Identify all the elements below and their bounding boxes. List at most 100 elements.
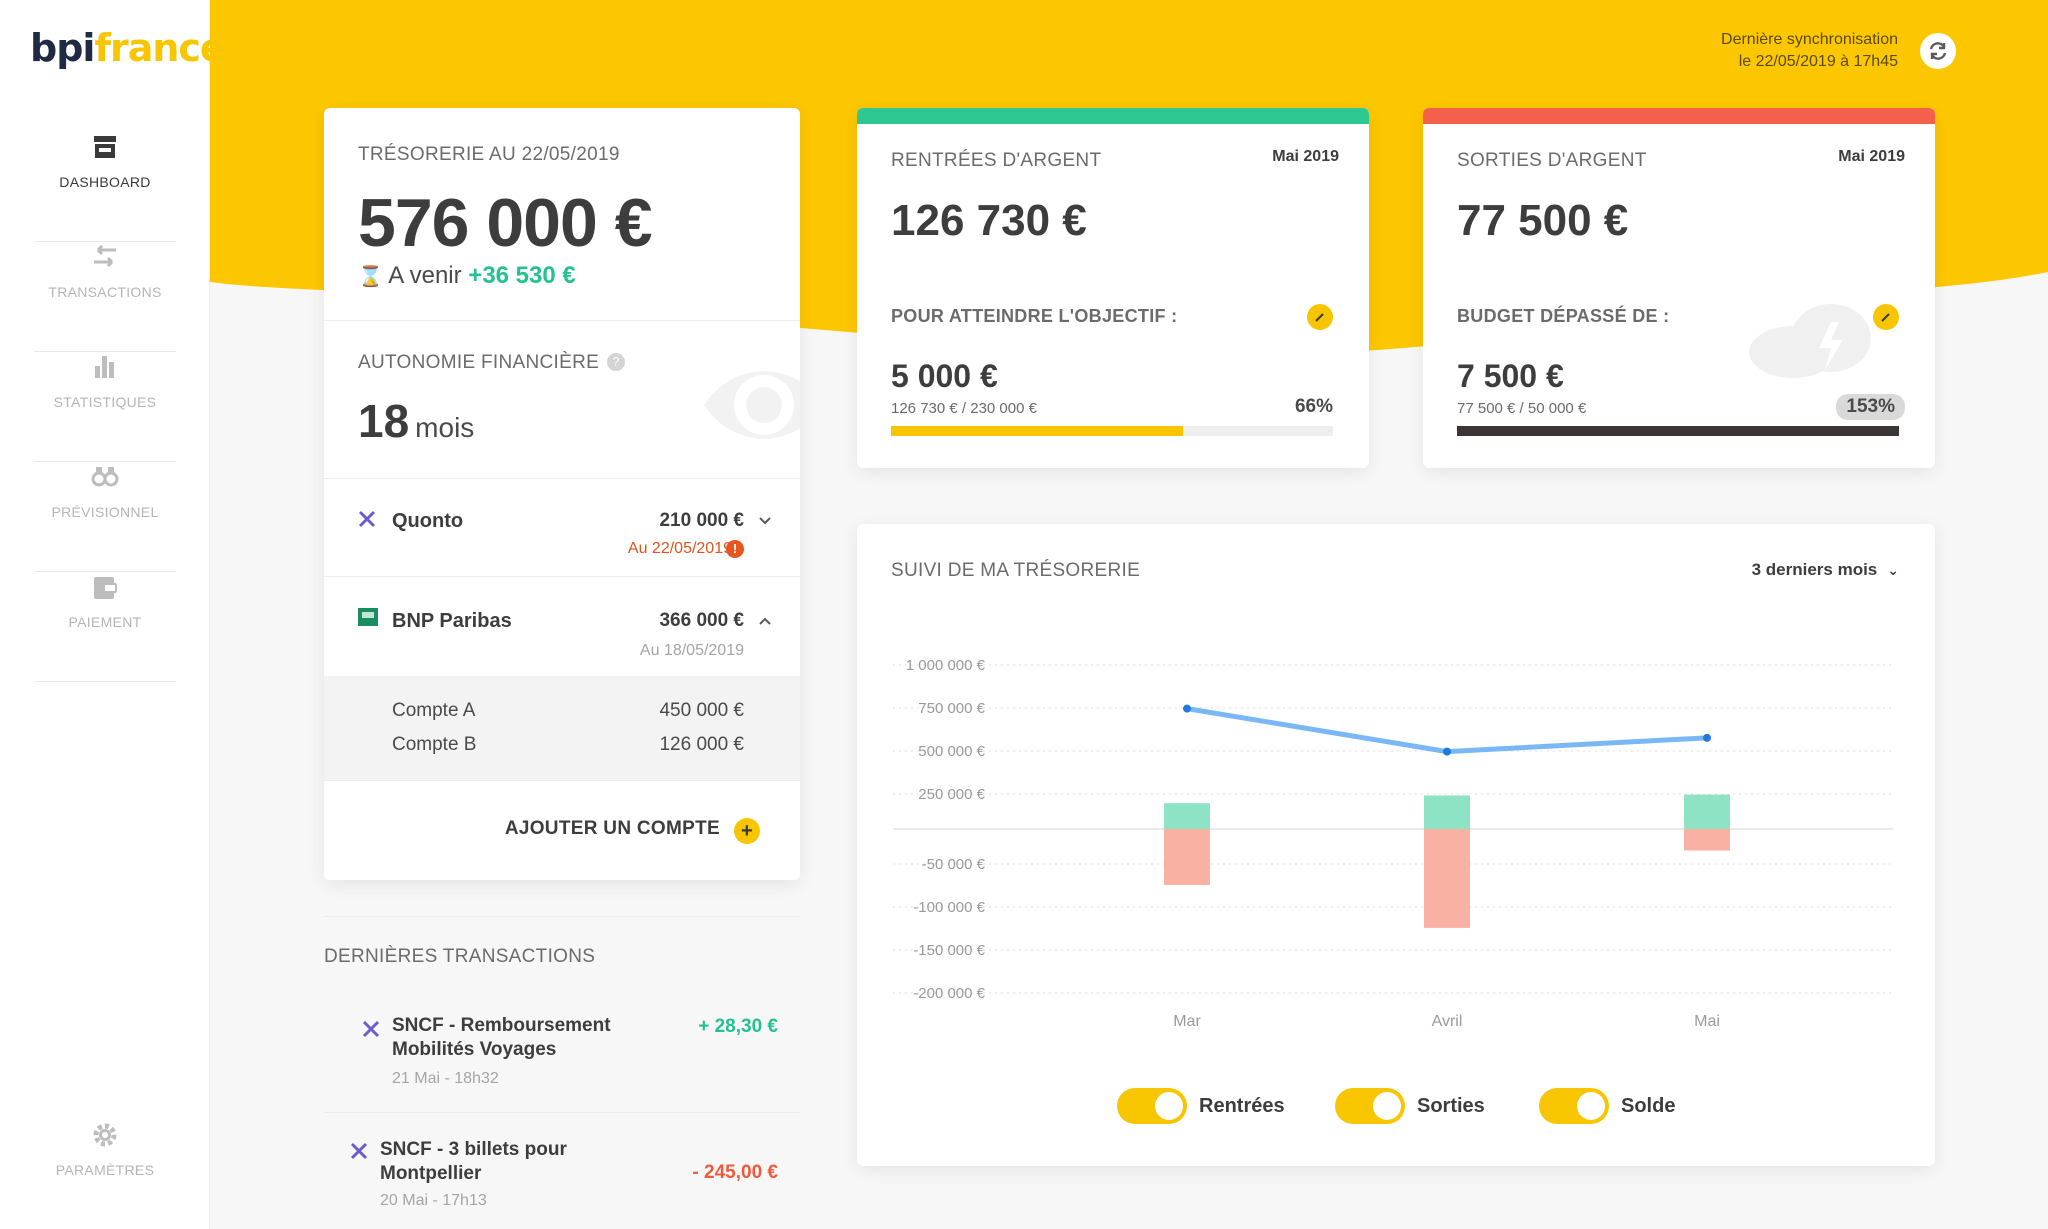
future-label: A venir	[388, 262, 462, 289]
budget-progress	[1457, 426, 1899, 436]
edit-goal-button[interactable]	[1307, 304, 1333, 330]
y-tick-label: -100 000 €	[913, 899, 985, 916]
bar-income	[1164, 803, 1210, 829]
gear-icon	[93, 1123, 117, 1147]
x-tick-label: Mar	[1173, 1013, 1201, 1030]
sub-account-row[interactable]: Compte B 126 000 €	[392, 734, 744, 756]
binoculars-icon	[91, 467, 119, 487]
balance-point	[1183, 704, 1191, 713]
settings-label: PARAMÈTRES	[55, 1162, 155, 1178]
storm-cloud-icon	[1749, 304, 1871, 378]
add-account-label: AJOUTER UN COMPTE	[504, 818, 720, 839]
sync-button[interactable]	[1920, 33, 1956, 69]
sub-account-row[interactable]: Compte A 450 000 €	[392, 700, 744, 722]
toggle-knob	[1373, 1092, 1401, 1120]
autonomy-title-text: AUTONOMIE FINANCIÈRE	[358, 352, 600, 373]
transfer-icon	[94, 244, 116, 268]
expenses-card: SORTIES D'ARGENT Mai 2019 77 500 € BUDGE…	[1423, 108, 1935, 468]
income-month: Mai 2019	[1272, 148, 1339, 165]
bar-expenses	[1684, 829, 1730, 851]
toggle-switch[interactable]	[1117, 1088, 1187, 1124]
bank-amount: 210 000 €	[659, 510, 744, 531]
goal-amount: 5 000 €	[891, 358, 998, 394]
sidebar-item-paiement[interactable]: PAIEMENT	[34, 572, 176, 682]
sync-line1: Dernière synchronisation	[1721, 31, 1898, 48]
period-select[interactable]: 3 derniers mois ⌄	[1752, 560, 1899, 580]
sidebar-item-dashboard[interactable]: DASHBOARD	[34, 132, 176, 242]
bank-name: Quonto	[392, 510, 464, 532]
bank-row-quonto[interactable]: Quonto 210 000 € Au 22/05/2019 !	[324, 478, 800, 576]
add-account-button[interactable]: AJOUTER UN COMPTE +	[505, 818, 760, 844]
expenses-month: Mai 2019	[1838, 148, 1905, 165]
y-tick-label: 1 000 000 €	[906, 657, 986, 674]
transaction-date: 21 Mai - 18h32	[392, 1070, 499, 1087]
edit-budget-button[interactable]	[1873, 304, 1899, 330]
bar-expenses	[1424, 829, 1470, 928]
sync-info: Dernière synchronisation le 22/05/2019 à…	[1721, 29, 1898, 73]
budget-sub: 77 500 € / 50 000 €	[1457, 400, 1587, 417]
chevron-down-icon[interactable]	[758, 514, 772, 528]
treasury-tracking-card: SUIVI DE MA TRÉSORERIE 3 derniers mois ⌄ …	[857, 524, 1935, 1166]
bank-amount: 366 000 €	[659, 610, 744, 631]
chart-title: SUIVI DE MA TRÉSORERIE	[891, 560, 1141, 581]
sub-account-value: 450 000 €	[659, 700, 744, 721]
sub-account-value: 126 000 €	[659, 734, 744, 755]
alert-icon[interactable]: !	[726, 540, 744, 558]
legend-label: Solde	[1621, 1095, 1676, 1117]
chevron-up-icon[interactable]	[758, 614, 772, 628]
sidebar-item-previsionnel[interactable]: PRÉVISIONNEL	[34, 462, 176, 572]
bank-row-bnp[interactable]: BNP Paribas 366 000 € Au 18/05/2019	[324, 576, 800, 676]
autonomy-unit: mois	[415, 412, 475, 443]
sub-accounts: Compte A 450 000 € Compte B 126 000 €	[324, 676, 800, 780]
x-tick-label: Mai	[1694, 1013, 1720, 1030]
bar-chart-icon	[95, 356, 114, 378]
toggle-switch[interactable]	[1539, 1088, 1609, 1124]
transaction-row[interactable]: SNCF - Remboursement Mobilités Voyages 2…	[324, 1006, 800, 1112]
quonto-logo-icon	[362, 1020, 380, 1038]
transaction-amount: - 245,00 €	[692, 1162, 778, 1183]
sidebar-item-statistiques[interactable]: STATISTIQUES	[34, 352, 176, 462]
sub-account-name: Compte B	[392, 734, 477, 755]
quonto-logo-icon	[358, 510, 376, 528]
goal-sub: 126 730 € / 230 000 €	[891, 400, 1037, 417]
legend-label: Rentrées	[1199, 1095, 1285, 1117]
sidebar-item-settings[interactable]: PARAMÈTRES	[34, 1120, 176, 1178]
eye-icon	[704, 371, 800, 439]
transaction-amount: + 28,30 €	[698, 1016, 778, 1037]
refresh-icon	[1929, 42, 1947, 60]
bank-name: BNP Paribas	[392, 610, 512, 632]
goal-percent: 66%	[1294, 396, 1333, 417]
plus-icon: +	[734, 818, 760, 844]
autonomy-value: 18 mois	[358, 394, 474, 448]
y-tick-label: -150 000 €	[913, 942, 985, 959]
transaction-date: 20 Mai - 17h13	[380, 1192, 487, 1209]
goal-progress	[891, 426, 1333, 436]
balance-point	[1703, 733, 1711, 742]
sub-account-name: Compte A	[392, 700, 476, 721]
bar-income	[1424, 795, 1470, 829]
help-icon[interactable]: ?	[607, 353, 626, 371]
bar-income	[1684, 794, 1730, 829]
transaction-row[interactable]: SNCF - 3 billets pour Montpellier 20 Mai…	[324, 1128, 800, 1228]
toggle-switch[interactable]	[1335, 1088, 1405, 1124]
sidebar-item-label: STATISTIQUES	[53, 394, 157, 410]
income-card: RENTRÉES D'ARGENT Mai 2019 126 730 € POU…	[857, 108, 1369, 468]
goal-progress-fill	[891, 426, 1183, 436]
divider	[324, 1112, 800, 1113]
logo-part2: france	[94, 26, 225, 70]
sidebar-item-label: PRÉVISIONNEL	[51, 504, 159, 520]
expenses-topbar	[1423, 108, 1935, 124]
bar-expenses	[1164, 829, 1210, 885]
budget-percent: 153%	[1836, 394, 1905, 420]
treasury-chart: 1 000 000 € 750 000 € 500 000 € 250 000 € -5…	[893, 657, 1893, 1030]
treasury-amount: 576 000 €	[358, 185, 653, 261]
period-value: 3 derniers mois	[1751, 560, 1878, 579]
x-tick-label: Avril	[1432, 1013, 1463, 1030]
budget-exceeded-title: BUDGET DÉPASSÉ DE :	[1457, 306, 1670, 326]
quonto-logo-icon	[350, 1142, 368, 1160]
bpifrance-logo[interactable]: bpifrance	[30, 26, 226, 70]
transaction-name: SNCF - Remboursement Mobilités Voyages	[392, 1015, 611, 1060]
treasury-card: TRÉSORERIE AU 22/05/2019 576 000 € ⌛ A v…	[324, 108, 800, 880]
sidebar-item-transactions[interactable]: TRANSACTIONS	[34, 242, 176, 352]
bank-date: Au 18/05/2019	[639, 642, 744, 659]
